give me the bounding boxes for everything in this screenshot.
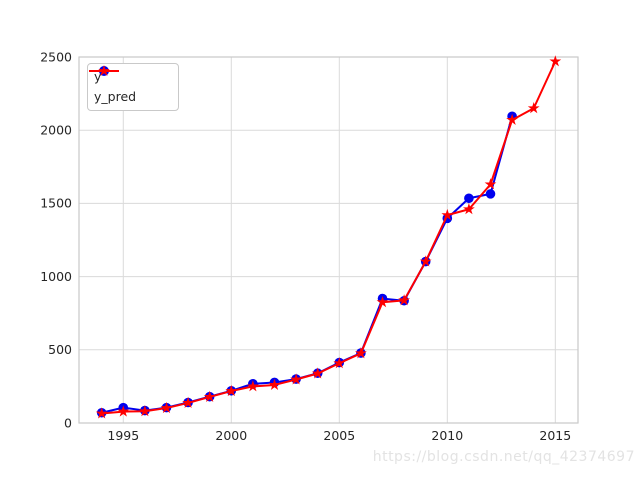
watermark: https://blog.csdn.net/qq_42374697: [372, 449, 635, 465]
line-y_pred: [101, 60, 557, 415]
marker-star-y_pred: [225, 384, 238, 397]
axes-spines: [78, 56, 579, 424]
marker-star-y_pred: [160, 401, 173, 414]
marker-star-y_pred: [549, 55, 562, 67]
marker-star-y_pred: [441, 208, 454, 221]
legend-item-y-pred: y_pred: [89, 65, 172, 106]
legend-label-y-pred: y_pred: [94, 88, 137, 104]
marker-star-y_pred: [117, 405, 130, 417]
marker-star-y_pred: [311, 367, 324, 379]
marker-star-y_pred: [247, 380, 259, 392]
marker-star-y_pred: [419, 255, 432, 267]
marker-star-y_pred: [527, 102, 540, 114]
marker-star-y_pred: [376, 296, 389, 308]
marker-star-y_pred: [182, 396, 194, 408]
marker-star-y_pred: [290, 373, 302, 385]
x-tick-label: 2010: [431, 428, 463, 443]
marker-star-y_pred: [355, 347, 367, 359]
y-tick-label: 1000: [40, 269, 72, 284]
y-tick-label: 1500: [40, 196, 72, 211]
marker-star-y_pred: [484, 178, 497, 190]
marker-star-y_pred: [268, 378, 281, 390]
marker-star-y_pred: [398, 294, 410, 306]
x-tick-label: 2005: [323, 428, 355, 443]
legend-label-y: y: [94, 68, 102, 84]
x-tick-label: 1995: [107, 428, 139, 443]
marker-star-y_pred: [463, 203, 475, 215]
marker-circle-y: [464, 193, 474, 204]
plot-border: [78, 56, 579, 424]
x-tick-label: 2015: [539, 428, 571, 443]
legend-marker-y-pred-icon: [89, 65, 119, 76]
y-tick-label: 2000: [40, 123, 72, 138]
data-series: [95, 55, 562, 419]
marker-star-y_pred: [95, 407, 108, 419]
y-tick-labels: 0 500 1000 1500 2000 2500: [40, 49, 72, 430]
legend-star-marker: [98, 65, 110, 76]
x-tick-label: 2000: [215, 428, 247, 443]
y-tick-label: 500: [48, 342, 72, 357]
marker-star-y_pred: [203, 390, 216, 402]
line-y: [101, 116, 514, 414]
legend: y y_pred: [87, 63, 179, 111]
y-tick-label: 2500: [40, 49, 72, 64]
marker-star-y_pred: [138, 405, 151, 417]
marker-circle-y: [485, 189, 496, 199]
marker-star-y_pred: [506, 113, 519, 125]
y-tick-label: 0: [64, 415, 72, 430]
x-tick-labels: 1995 2000 2005 2010 2015: [107, 428, 571, 443]
marker-star-y_pred: [333, 357, 346, 369]
